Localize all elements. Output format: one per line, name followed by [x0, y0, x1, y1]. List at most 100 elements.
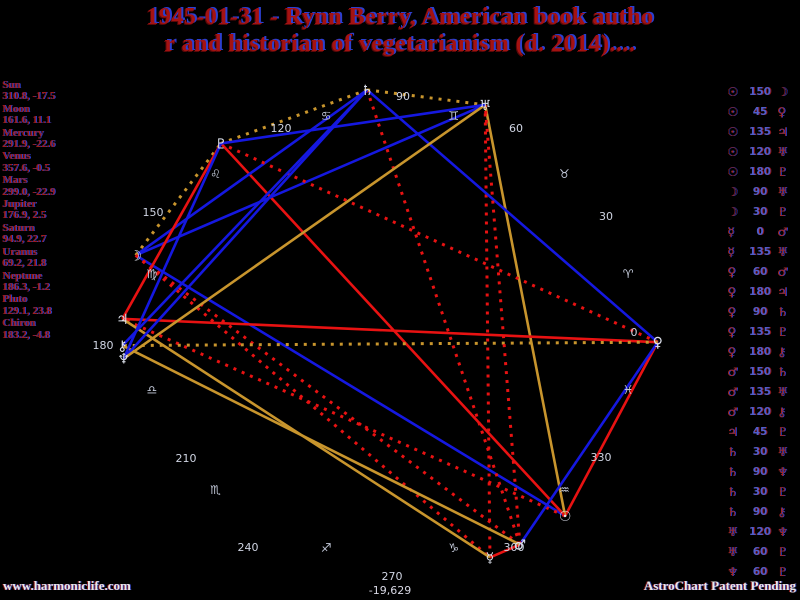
aspect-planet1-glyph: ♀ [727, 285, 736, 299]
aspect-row: ♂ 135 ♅ [727, 382, 799, 402]
degree-label-180: 180 [93, 339, 114, 352]
degree-label-60: 60 [509, 122, 523, 135]
aspect-line-moon-mercury [134, 254, 491, 559]
planet-position-list: Sun 310.8, -17.5 Moon 161.6, 11.1 Mercury 291… [2, 79, 132, 342]
planet-glyph-chiron: ⚷ [117, 339, 127, 355]
planet-name: Uranus [2, 245, 37, 258]
planet-glyph-neptune: ♆ [117, 352, 130, 368]
sagittarius-sign-icon: ♐ [321, 541, 332, 555]
planet-glyph-sun: ☉ [559, 509, 572, 525]
aspect-planet1-glyph: ☉ [727, 125, 738, 139]
aspect-line-saturn-uranus [366, 88, 486, 107]
aspect-planet2-glyph: ♂ [777, 265, 788, 279]
aspect-line-sun-jupiter [121, 317, 566, 518]
aspect-angle: 180 [749, 346, 771, 358]
planet-glyph-mars: ♂ [514, 538, 527, 554]
chart-title-line2: r and historian of vegetarianism (d. 201… [164, 31, 636, 57]
aspect-planet2-glyph: ♃ [777, 285, 788, 299]
planet-glyph-pluto: ♇ [215, 136, 228, 152]
aspect-angle: 120 [749, 526, 771, 538]
aspect-planet2-glyph: ♅ [777, 185, 788, 199]
aspect-angle: 135 [749, 386, 771, 398]
aspect-row: ♅ 120 ♆ [727, 522, 799, 542]
aspect-planet1-glyph: ♀ [727, 265, 736, 279]
planet-row-saturn: Saturn 94.9, 22.7 [2, 221, 132, 246]
planet-lon-lat: 310.8, -17.5 [2, 90, 56, 103]
aspect-line-moon-mars [134, 254, 521, 546]
aspect-angle: 60 [752, 546, 768, 558]
planet-name: Sun [2, 79, 21, 91]
aspect-row: ♀ 180 ⚷ [727, 342, 799, 362]
aspect-line-venus-jupiter [122, 317, 658, 344]
aspect-angle: 180 [749, 286, 771, 298]
aspect-planet2-glyph: ⚷ [777, 505, 786, 519]
planet-name: Saturn [2, 221, 35, 234]
aspect-line-sun-venus [563, 341, 659, 517]
aspect-planet1-glyph: ♂ [727, 385, 738, 399]
aspect-planet1-glyph: ☽ [727, 205, 738, 219]
taurus-sign-icon: ♉ [559, 167, 570, 181]
aspect-row: ♀ 90 ♄ [727, 302, 799, 322]
virgo-sign-icon: ♍ [146, 267, 157, 281]
site-url-link[interactable]: www.harmoniclife.com [3, 578, 131, 593]
aspect-planet2-glyph: ♀ [777, 105, 786, 119]
aspect-angle: 150 [749, 366, 771, 378]
aspect-planet2-glyph: ♇ [777, 545, 788, 559]
aspect-row: ☉ 180 ♇ [727, 162, 799, 182]
planet-row-uranus: Uranus 69.2, 21.8 [2, 245, 132, 270]
chart-title-line1: 1945-01-31 - Rynn Berry, American book a… [146, 4, 654, 30]
planet-row-jupiter: Jupiter 176.9, 2.5 [2, 198, 132, 222]
aspect-row: ☉ 120 ♅ [727, 142, 799, 162]
planet-lon-lat: 183.2, -4.8 [2, 328, 50, 341]
aspect-row: ♄ 30 ♇ [727, 482, 799, 502]
aspect-row: ♄ 90 ♆ [727, 462, 799, 482]
aspect-line-sun-uranus [483, 104, 567, 517]
aspect-row: ♂ 120 ⚷ [727, 402, 799, 422]
cancer-sign-icon: ♋ [321, 109, 332, 123]
aspect-line-mercury-uranus [483, 104, 492, 558]
aspect-angle: 120 [749, 406, 771, 418]
planet-lon-lat: 69.2, 21.8 [2, 257, 46, 270]
aspect-row: ♀ 60 ♂ [727, 262, 799, 282]
aspect-angle: 30 [752, 206, 768, 218]
aspect-angle: 150 [749, 86, 771, 98]
aspect-planet2-glyph: ♅ [777, 385, 788, 399]
planet-name: Mercury [2, 126, 44, 139]
aspect-planet2-glyph: ♅ [777, 445, 788, 459]
degree-label-270: 270 [382, 570, 403, 583]
aspect-row: ☉ 45 ♀ [727, 102, 799, 122]
aspect-planet2-glyph: ♆ [777, 525, 788, 539]
degree-label-330: 330 [591, 451, 612, 464]
aspect-planet1-glyph: ♀ [727, 325, 736, 339]
aspect-row: ☉ 135 ♃ [727, 122, 799, 142]
aspect-line-saturn-neptune [122, 89, 369, 360]
aspect-line-moon-uranus [135, 103, 486, 257]
planet-glyph-moon: ☽ [129, 248, 142, 264]
aspect-row: ☉ 150 ☽ [727, 82, 799, 102]
chart-title: 1945-01-31 - Rynn Berry, American book a… [0, 4, 800, 58]
capricorn-sign-icon: ♑ [448, 541, 459, 555]
planet-glyph-mercury: ☿ [486, 550, 495, 566]
aspect-planet2-glyph: ⚷ [777, 405, 786, 419]
aspect-planet1-glyph: ☉ [727, 145, 738, 159]
aries-sign-icon: ♈ [623, 267, 634, 281]
aspect-planet1-glyph: ♀ [727, 305, 736, 319]
aspect-planet1-glyph: ☿ [727, 245, 735, 259]
pisces-sign-icon: ♓ [623, 383, 634, 397]
aspect-list: ☉ 150 ☽ ☉ 45 ♀ ☉ 135 ♃ ☉ 120 ♅ ☉ 180 ♇ ☽ 90 ♅ ☽ 30 ♇ ☿ 0 ♂ ☿ 135 ♅… [727, 82, 799, 582]
aspect-planet2-glyph: ⚷ [777, 345, 786, 359]
aspect-planet1-glyph: ♅ [727, 545, 738, 559]
planet-row-pluto: Pluto 129.1, 23.8 [2, 293, 132, 317]
aspect-line-jupiter-pluto [121, 142, 223, 320]
aspect-planet1-glyph: ♄ [727, 465, 738, 479]
aspect-planet2-glyph: ♇ [777, 425, 788, 439]
aspect-line-neptune-pluto [122, 142, 223, 360]
aspect-angle: 135 [749, 326, 771, 338]
aspect-planet1-glyph: ☿ [727, 225, 735, 239]
aspect-row: ♆ 60 ♇ [727, 562, 799, 582]
aspect-angle: 90 [752, 466, 768, 478]
aspect-planet1-glyph: ☉ [727, 85, 738, 99]
aspect-row: ☿ 0 ♂ [727, 222, 799, 242]
aspect-angle: 45 [752, 426, 768, 438]
planet-row-sun: Sun 310.8, -17.5 [2, 79, 132, 103]
